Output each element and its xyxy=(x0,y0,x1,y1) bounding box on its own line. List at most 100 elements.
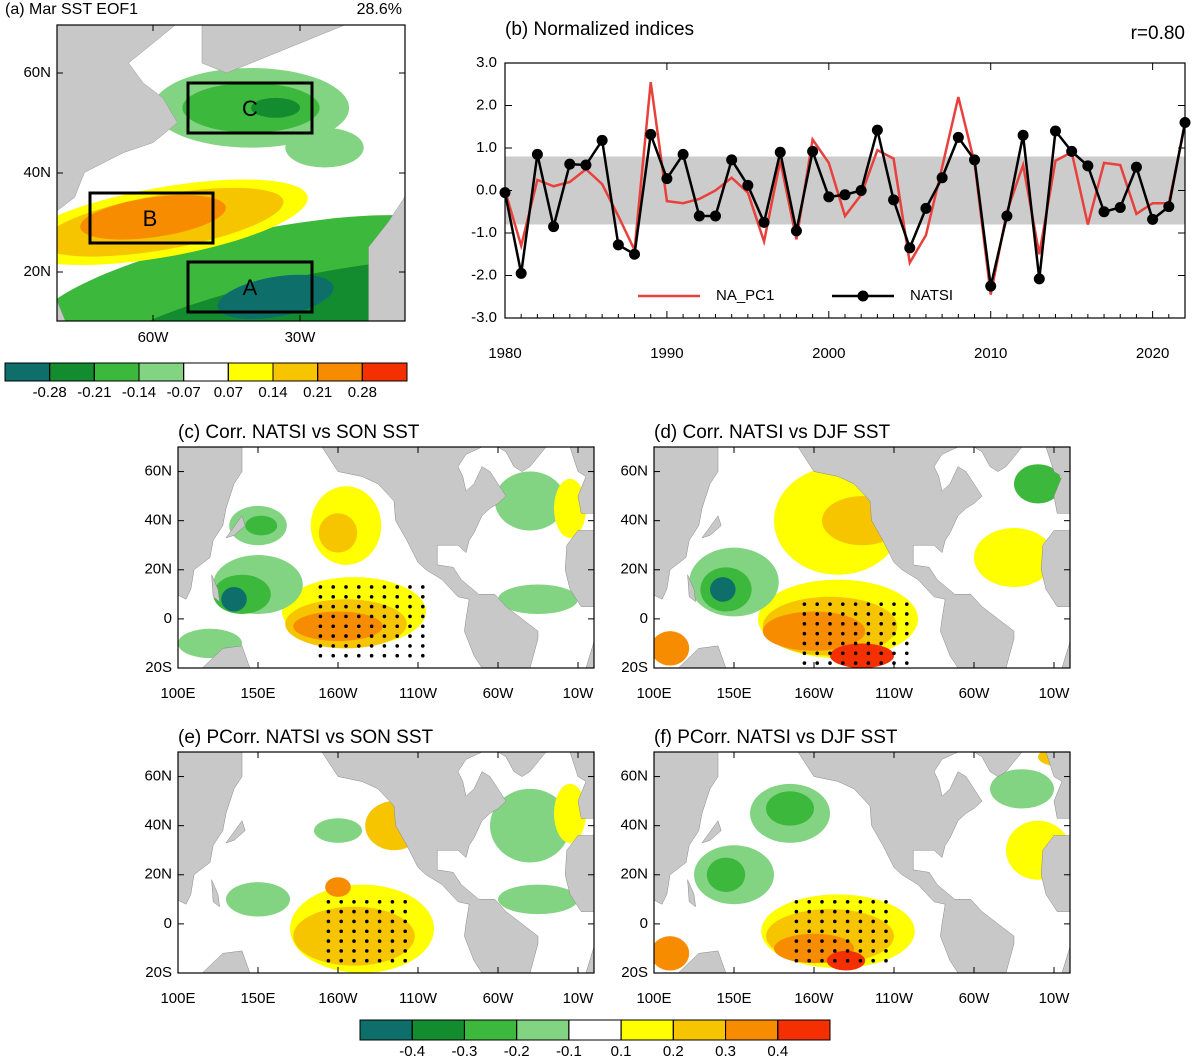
stipple xyxy=(352,899,356,904)
stipple xyxy=(853,651,858,656)
land xyxy=(178,752,243,905)
lon-label: 10W xyxy=(563,685,595,702)
stipple xyxy=(357,653,361,658)
stipple xyxy=(833,949,837,953)
land xyxy=(497,752,547,777)
stipple xyxy=(421,634,425,638)
stipple xyxy=(382,644,387,648)
stipple xyxy=(794,929,799,934)
stipple xyxy=(828,631,832,636)
lat-label: 0 xyxy=(640,610,648,627)
field xyxy=(318,513,358,553)
field xyxy=(554,783,586,843)
stipple xyxy=(905,612,909,616)
stipple xyxy=(382,604,387,609)
lon-label: 110W xyxy=(399,685,438,702)
lat-label: 40N xyxy=(144,817,172,834)
stipple xyxy=(866,612,871,616)
marker xyxy=(888,194,900,206)
region-box xyxy=(186,260,314,314)
colorbar-box xyxy=(672,1019,727,1041)
map-title: (d) Corr. NATSI vs DJF SST xyxy=(654,422,891,443)
marker xyxy=(1001,210,1013,222)
marker xyxy=(790,225,802,237)
chart-title: (b) Normalized indices xyxy=(505,19,694,40)
stipple xyxy=(833,919,837,924)
lat-label: 0 xyxy=(164,610,172,627)
stipple xyxy=(828,602,832,606)
marker xyxy=(952,131,964,143)
stipple xyxy=(318,594,323,599)
stipple xyxy=(403,949,408,953)
panel-a-title: (a) Mar SST EOF1 xyxy=(5,1,138,18)
y-tick-label: -3.0 xyxy=(471,309,497,326)
stipple xyxy=(905,641,909,646)
stipple xyxy=(344,604,348,609)
field xyxy=(490,788,570,863)
field xyxy=(710,577,736,602)
stipple xyxy=(382,624,387,629)
stipple xyxy=(382,614,387,619)
field xyxy=(314,818,362,843)
stipple xyxy=(403,909,408,914)
land xyxy=(201,25,346,74)
lat-label: 20S xyxy=(145,659,172,676)
stipple xyxy=(858,919,863,924)
land xyxy=(1045,752,1070,819)
stipple xyxy=(352,929,356,934)
stipple xyxy=(892,651,896,656)
stipple xyxy=(866,622,871,626)
marker xyxy=(531,148,543,160)
stipple xyxy=(365,939,369,943)
stipple xyxy=(339,939,344,943)
stipple xyxy=(390,949,395,953)
land xyxy=(973,752,1023,777)
colorbar-box xyxy=(272,362,319,382)
stipple xyxy=(905,602,909,606)
stipple xyxy=(365,958,369,963)
stipple xyxy=(421,614,425,619)
stipple xyxy=(395,634,400,638)
map xyxy=(178,752,594,973)
land xyxy=(201,645,251,668)
stipple xyxy=(879,631,883,636)
lon-label: 160W xyxy=(318,685,358,702)
stipple xyxy=(352,919,356,924)
stipple xyxy=(853,661,858,665)
colorbar-label: -0.21 xyxy=(77,384,111,401)
map xyxy=(178,447,594,668)
stipple xyxy=(369,653,374,658)
stipple xyxy=(833,929,837,934)
colorbar-label: 0.2 xyxy=(663,1043,684,1058)
stipple xyxy=(802,612,807,616)
stipple xyxy=(820,919,824,924)
stipple xyxy=(369,644,374,648)
marker xyxy=(677,148,689,160)
stipple xyxy=(395,653,400,658)
marker xyxy=(661,173,673,185)
lon-label: 160W xyxy=(794,685,834,702)
panel-a-variance: 28.6% xyxy=(357,1,402,18)
stipple xyxy=(858,909,863,914)
stipple xyxy=(841,651,845,656)
colorbar-box xyxy=(725,1019,779,1041)
field xyxy=(554,478,586,538)
stipple xyxy=(331,594,336,599)
frame xyxy=(177,751,595,974)
lon-label: 10W xyxy=(1039,685,1071,702)
colorbar-label: 0.28 xyxy=(348,384,377,401)
stipple xyxy=(408,594,412,599)
frame xyxy=(504,62,1186,319)
stipple xyxy=(369,604,374,609)
stipple xyxy=(377,949,382,953)
marker xyxy=(548,221,560,233)
stipple xyxy=(794,919,799,924)
lon-label: 100E xyxy=(636,990,671,1007)
legend-label: NA_PC1 xyxy=(716,287,774,304)
lat-label: 40N xyxy=(620,512,648,529)
stipple xyxy=(395,585,400,589)
stipple xyxy=(802,641,807,646)
stipple xyxy=(853,622,858,626)
marker xyxy=(823,191,835,203)
stipple xyxy=(326,949,331,953)
